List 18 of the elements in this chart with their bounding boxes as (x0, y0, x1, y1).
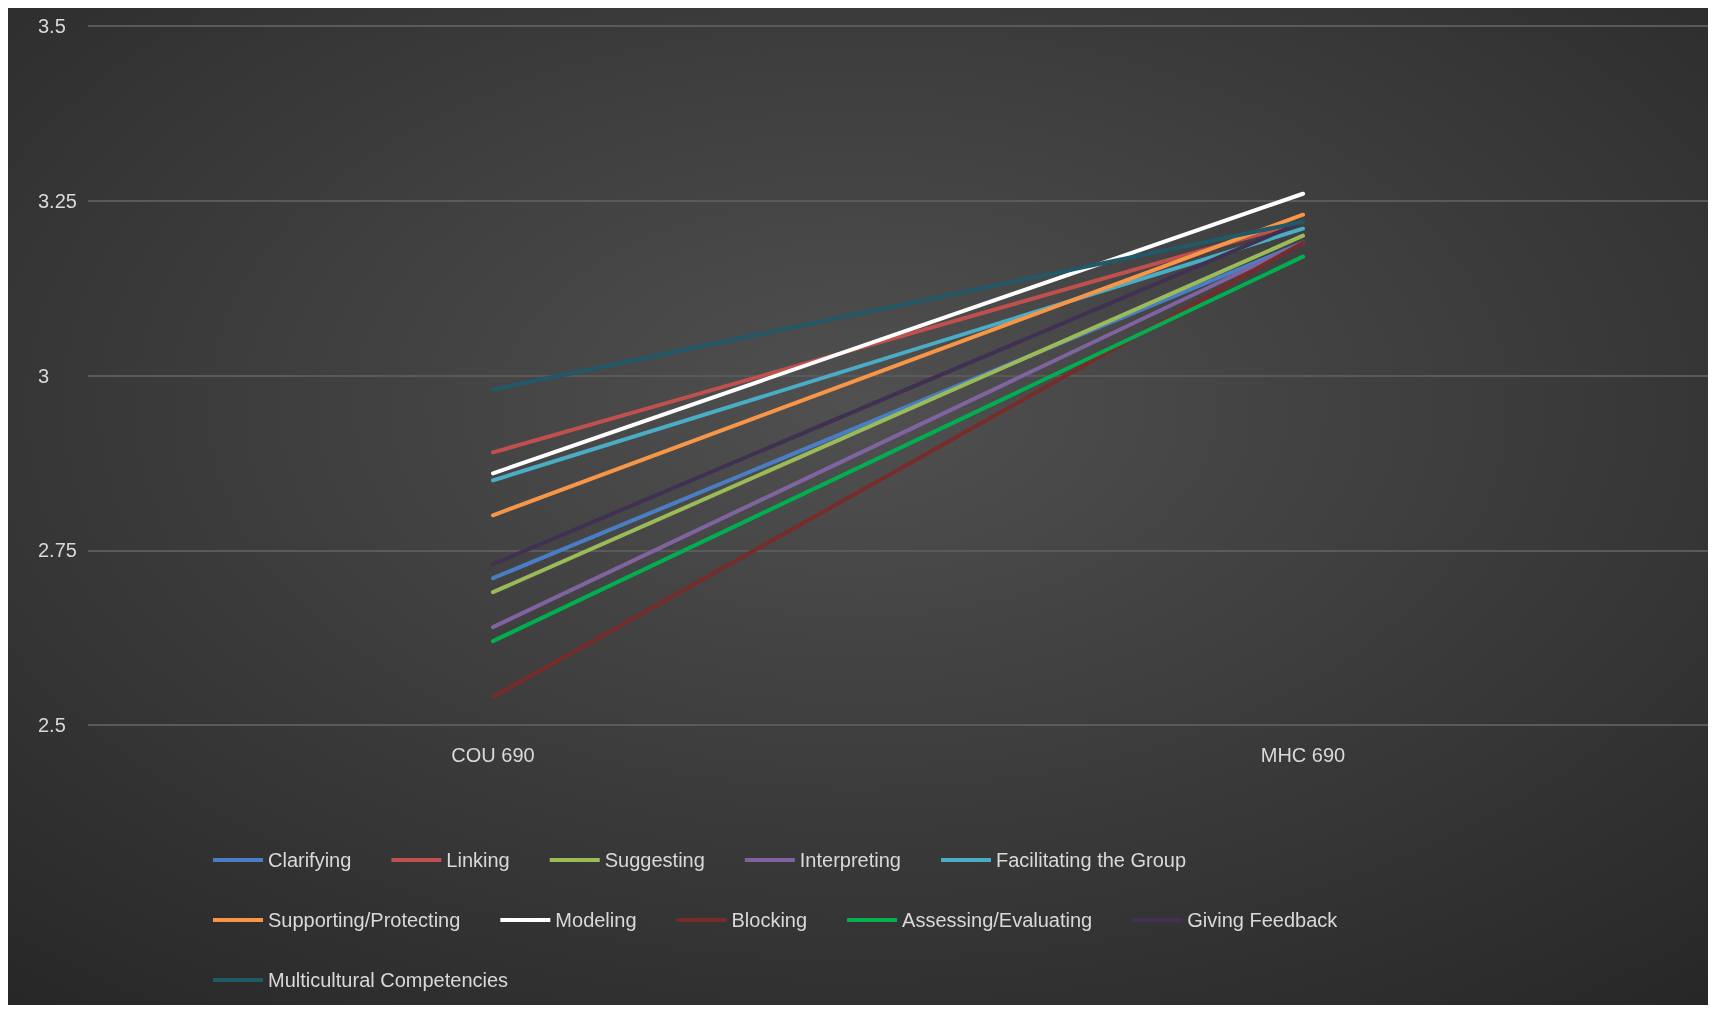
legend-label: Supporting/Protecting (268, 909, 461, 931)
legend-label: Multicultural Competencies (268, 969, 509, 991)
legend-label: Linking (446, 849, 510, 871)
x-tick-label: MHC 690 (1260, 744, 1346, 766)
legend-label: Facilitating the Group (995, 849, 1187, 871)
y-tick-label: 2.75 (38, 539, 77, 562)
y-tick-label: 3 (38, 364, 50, 387)
y-tick-label: 2.5 (38, 714, 66, 736)
y-tick-label: 3.5 (38, 15, 66, 37)
legend-label: Interpreting (799, 849, 901, 871)
legend-label: Assessing/Evaluating (902, 909, 1093, 931)
legend-label: Giving Feedback (1187, 909, 1339, 931)
legend-label: Modeling (555, 909, 637, 931)
legend-label: Suggesting (604, 849, 705, 871)
legend-label: Blocking (731, 909, 808, 931)
x-tick-label: COU 690 (451, 744, 535, 766)
legend-label: Clarifying (268, 849, 352, 871)
y-tick-label: 3.25 (38, 189, 77, 212)
